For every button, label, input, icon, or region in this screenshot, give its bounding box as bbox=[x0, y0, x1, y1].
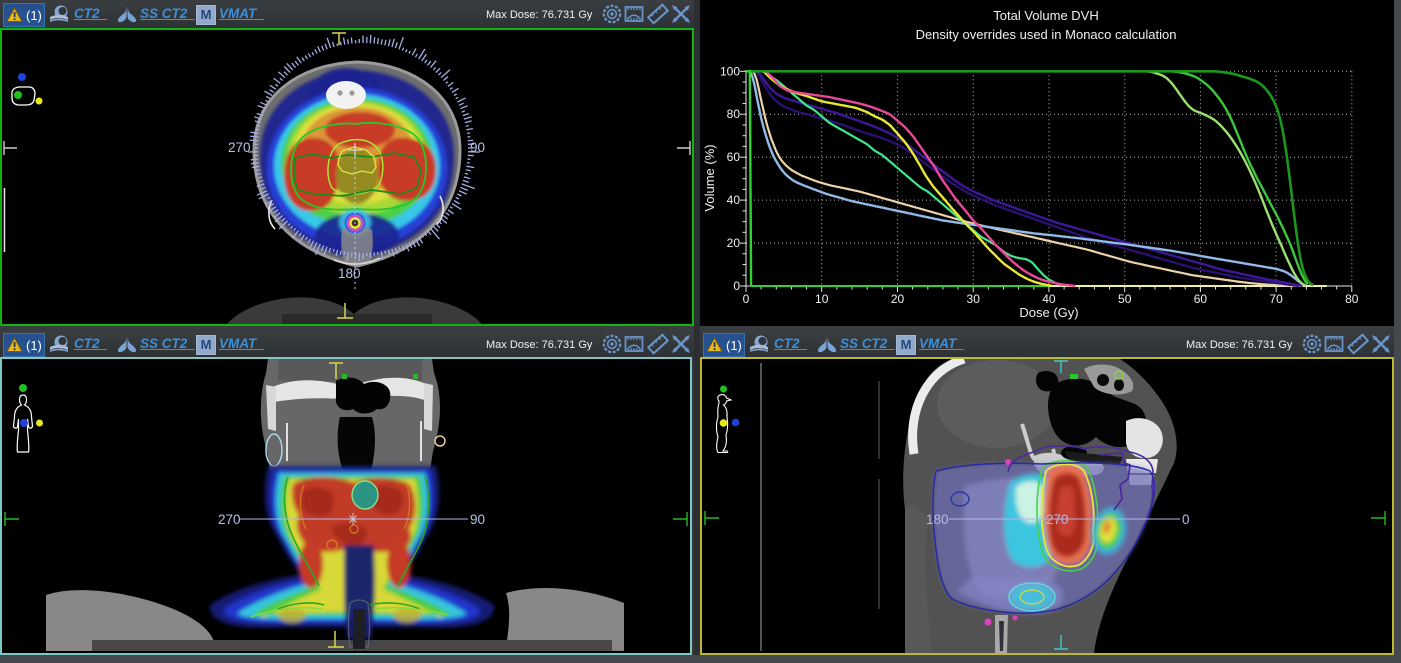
svg-text:40: 40 bbox=[727, 193, 741, 207]
svg-text:270: 270 bbox=[228, 140, 251, 155]
svg-text:0: 0 bbox=[733, 279, 740, 293]
svg-text:70: 70 bbox=[1269, 292, 1283, 306]
svg-text:60: 60 bbox=[1194, 292, 1208, 306]
svg-text:100: 100 bbox=[720, 64, 740, 78]
svg-text:10: 10 bbox=[815, 292, 829, 306]
svg-text:90: 90 bbox=[470, 512, 485, 527]
svg-text:Total Volume DVH: Total Volume DVH bbox=[993, 8, 1099, 23]
svg-text:90: 90 bbox=[470, 140, 485, 155]
svg-text:180: 180 bbox=[926, 512, 949, 527]
svg-text:60: 60 bbox=[727, 150, 741, 164]
svg-text:Density overrides used in Mona: Density overrides used in Monaco calcula… bbox=[916, 27, 1177, 42]
svg-text:80: 80 bbox=[1345, 292, 1359, 306]
svg-text:270: 270 bbox=[1046, 512, 1069, 527]
svg-text:20: 20 bbox=[727, 236, 741, 250]
svg-text:Dose (Gy): Dose (Gy) bbox=[1019, 305, 1078, 320]
svg-text:0: 0 bbox=[743, 292, 750, 306]
svg-text:80: 80 bbox=[727, 107, 741, 121]
svg-text:20: 20 bbox=[891, 292, 905, 306]
svg-text:180: 180 bbox=[338, 266, 361, 281]
svg-text:Volume (%): Volume (%) bbox=[702, 144, 717, 211]
svg-text:50: 50 bbox=[1118, 292, 1132, 306]
svg-text:30: 30 bbox=[967, 292, 981, 306]
svg-text:270: 270 bbox=[218, 512, 241, 527]
svg-text:40: 40 bbox=[1042, 292, 1056, 306]
svg-text:0: 0 bbox=[1182, 512, 1190, 527]
